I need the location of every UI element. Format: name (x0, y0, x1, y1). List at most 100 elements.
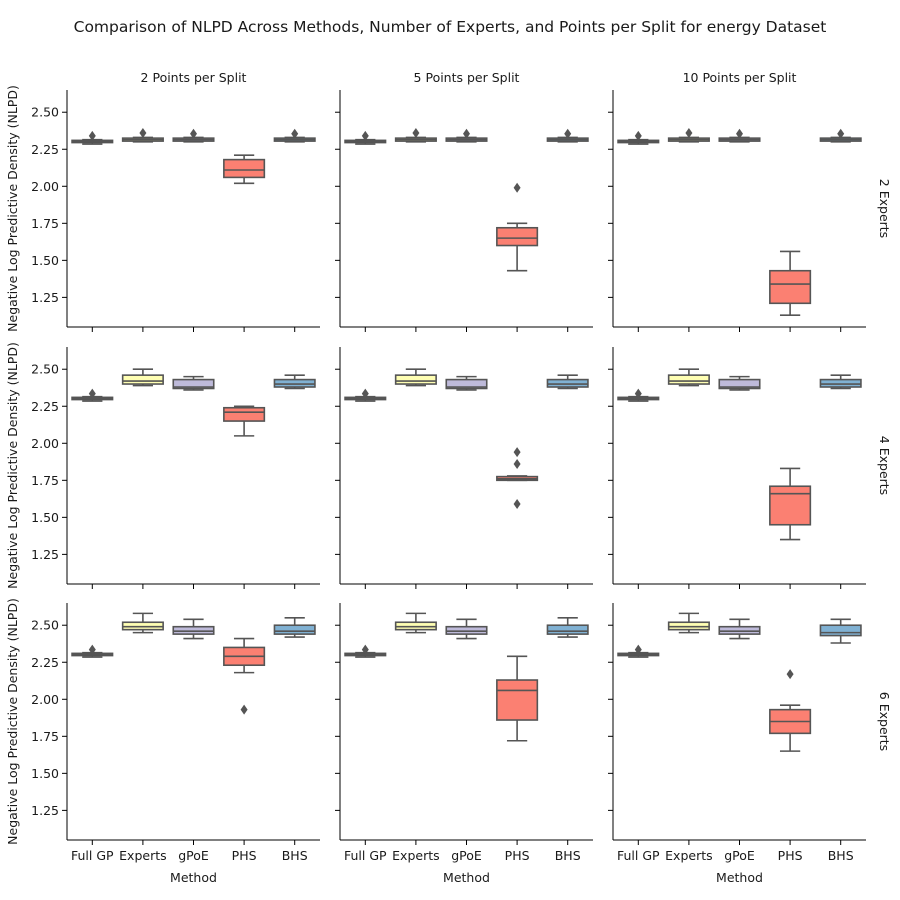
box-experts (121, 127, 164, 143)
column-title: 2 Points per Split (141, 70, 247, 85)
x-tick-label: gPoE (178, 848, 209, 863)
box-phs (496, 655, 539, 742)
x-tick-label: Experts (119, 848, 166, 863)
panel-1-2: 5 Points per Split (335, 70, 593, 332)
y-axis-label: Negative Log Predictive Density (NLPD) (5, 598, 20, 845)
box-gpoe (172, 128, 215, 143)
y-tick-label: 1.50 (31, 510, 59, 525)
outlier-point (786, 669, 794, 680)
box-gpoe (172, 618, 215, 640)
y-tick-label: 1.75 (31, 216, 59, 231)
figure-title: Comparison of NLPD Across Methods, Numbe… (74, 18, 827, 36)
box-full-gp (71, 388, 114, 402)
outlier-point (634, 388, 642, 399)
outlier-point (685, 127, 693, 138)
y-axis-label: Negative Log Predictive Density (NLPD) (5, 342, 20, 589)
box-gpoe (718, 618, 761, 640)
box-bhs (273, 617, 316, 638)
box-body (172, 378, 215, 390)
row-title: 6 Experts (877, 692, 892, 751)
outlier-point (291, 128, 299, 139)
box-phs (223, 405, 266, 437)
box-full-gp (71, 644, 114, 658)
y-axis-label: Negative Log Predictive Density (NLPD) (5, 85, 20, 332)
outlier-point (88, 130, 96, 141)
outlier-point (88, 388, 96, 399)
x-tick-label: Full GP (71, 848, 114, 863)
outlier-point (412, 127, 420, 138)
box-full-gp (617, 388, 660, 402)
x-tick-label: BHS (555, 848, 581, 863)
panel-3-2: Full GP Experts gPoE PHS BHS Method (335, 603, 593, 885)
box-gpoe (172, 375, 215, 391)
box-experts (394, 127, 437, 143)
box-body (667, 374, 710, 385)
box-body (718, 378, 761, 390)
panel-2-3: 4 Experts (608, 347, 892, 589)
y-tick-label: 1.75 (31, 729, 59, 744)
panel-grid: 1.25 1.50 1.75 2.00 2.25 2.50 2 Points per Spl… (5, 70, 892, 885)
y-tick-label: 1.50 (31, 253, 59, 268)
box-experts (121, 368, 164, 387)
x-tick-label: gPoE (451, 848, 482, 863)
panel-1-3: 10 Points per Split 2 Experts (608, 70, 892, 332)
box-full-gp (344, 130, 387, 145)
box-body (546, 624, 589, 635)
box-body (819, 624, 862, 637)
outlier-point (513, 182, 521, 193)
x-tick-label: BHS (828, 848, 854, 863)
box-phs (496, 182, 539, 272)
box-bhs (819, 374, 862, 390)
box-body (496, 679, 539, 721)
box-bhs (273, 374, 316, 390)
box-body (445, 378, 488, 390)
y-tick-label: 2.25 (31, 142, 59, 157)
box-body (769, 269, 812, 305)
x-axis-label: Method (443, 870, 490, 885)
outlier-point (736, 128, 743, 139)
box-gpoe (445, 618, 488, 640)
outlier-point (634, 644, 642, 655)
box-phs (769, 467, 812, 541)
outlier-point (837, 128, 845, 139)
y-tick-label: 2.50 (31, 105, 59, 120)
panel-3-3: Full GP Experts gPoE PHS BHS 6 Experts Method (608, 603, 892, 885)
y-tick-label: 2.25 (31, 399, 59, 414)
outlier-point (361, 130, 369, 141)
outlier-point (139, 127, 147, 138)
y-tick-label: 1.25 (31, 290, 59, 305)
y-tick-label: 2.50 (31, 618, 59, 633)
x-tick-label: Experts (665, 848, 712, 863)
y-tick-label: 1.75 (31, 473, 59, 488)
box-experts (667, 368, 710, 387)
x-tick-label: BHS (282, 848, 308, 863)
y-tick-label: 2.25 (31, 655, 59, 670)
box-gpoe (445, 128, 488, 143)
box-full-gp (71, 130, 114, 145)
x-tick-label: PHS (778, 848, 803, 863)
box-body (223, 158, 266, 179)
box-gpoe (718, 375, 761, 391)
box-full-gp (617, 130, 660, 145)
outlier-point (361, 388, 369, 399)
box-experts (667, 612, 710, 634)
column-title: 10 Points per Split (683, 70, 797, 85)
box-bhs (819, 618, 862, 644)
box-body (273, 624, 316, 635)
outlier-point (513, 499, 521, 510)
x-tick-label: gPoE (724, 848, 755, 863)
box-bhs (546, 617, 589, 638)
outlier-point (361, 644, 369, 655)
box-gpoe (445, 375, 488, 391)
row-title: 2 Experts (877, 179, 892, 238)
outlier-point (88, 644, 96, 655)
outlier-point (240, 704, 248, 715)
y-tick-label: 1.50 (31, 766, 59, 781)
box-body (223, 406, 266, 422)
y-tick-label: 1.25 (31, 547, 59, 562)
panel-2-1: 1.25 1.50 1.75 2.00 2.25 2.50 Negative Log Pre… (5, 342, 320, 589)
box-experts (394, 368, 437, 387)
outlier-point (190, 128, 197, 139)
outlier-point (634, 130, 642, 141)
